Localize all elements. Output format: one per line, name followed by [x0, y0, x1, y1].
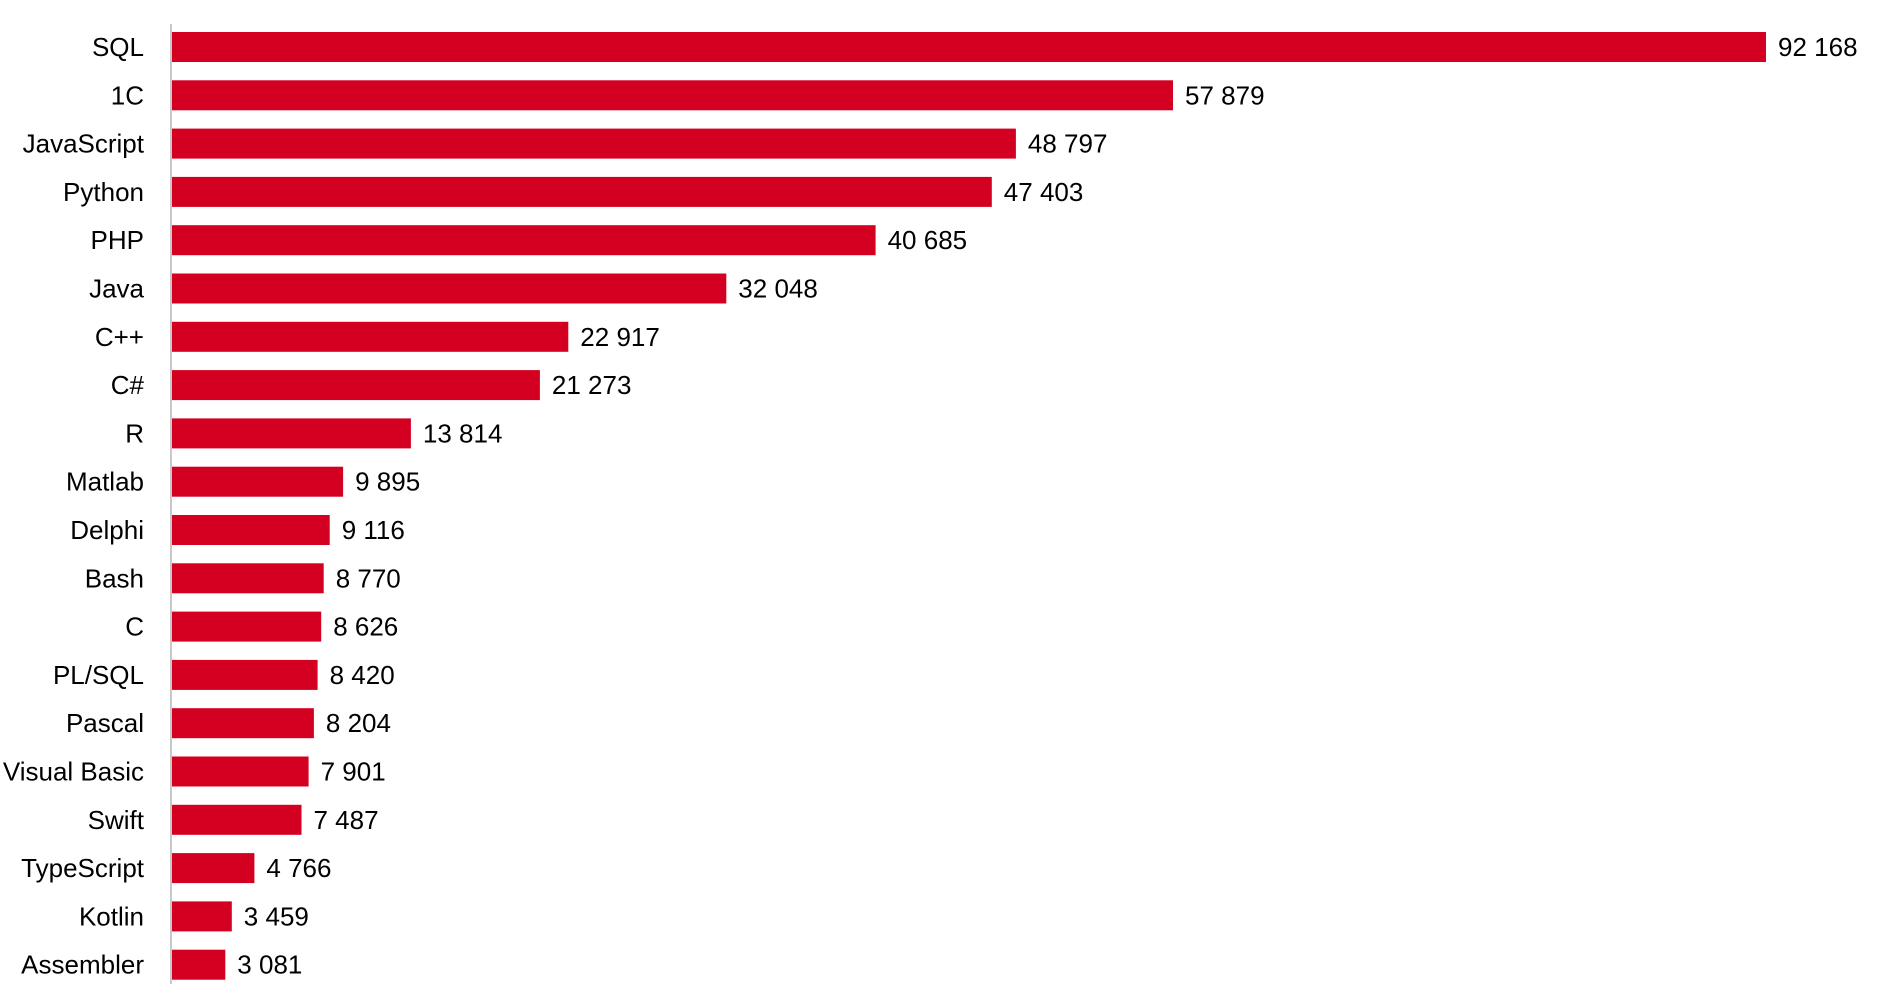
category-label-bash: Bash	[85, 563, 144, 593]
value-label-java: 32 048	[738, 274, 818, 304]
category-label-r: R	[125, 418, 144, 448]
value-label-typescript: 4 766	[266, 853, 331, 883]
category-label-pascal: Pascal	[66, 708, 144, 738]
category-label-delphi: Delphi	[70, 515, 144, 545]
value-label-swift: 7 487	[314, 805, 379, 835]
bar-assembler	[172, 949, 226, 980]
value-label-c: 8 626	[333, 612, 398, 642]
bar-c	[172, 611, 322, 642]
bar-c	[172, 321, 569, 352]
bar-javascript	[172, 128, 1016, 159]
bar-visual-basic	[172, 756, 309, 787]
value-label-c: 22 917	[580, 322, 660, 352]
value-label-1c: 57 879	[1185, 80, 1265, 110]
bar-swift	[172, 804, 302, 835]
category-label-kotlin: Kotlin	[79, 901, 144, 931]
value-label-bash: 8 770	[336, 563, 401, 593]
category-label-c: C#	[111, 370, 145, 400]
bar-bash	[172, 563, 324, 594]
category-label-java: Java	[89, 274, 144, 304]
category-label-c: C++	[95, 322, 144, 352]
category-label-matlab: Matlab	[66, 467, 144, 497]
bar-r	[172, 418, 411, 449]
category-label-python: Python	[63, 177, 144, 207]
value-label-visual-basic: 7 901	[321, 757, 386, 787]
bar-matlab	[172, 466, 344, 497]
category-label-visual-basic: Visual Basic	[3, 757, 144, 787]
value-label-sql: 92 168	[1778, 32, 1858, 62]
category-label-assembler: Assembler	[21, 950, 144, 980]
bar-sql	[172, 32, 1766, 62]
value-label-php: 40 685	[888, 225, 968, 255]
value-label-python: 47 403	[1004, 177, 1084, 207]
category-label-c: C	[125, 612, 144, 642]
value-label-r: 13 814	[423, 418, 503, 448]
category-label-pl-sql: PL/SQL	[53, 660, 144, 690]
value-label-kotlin: 3 459	[244, 901, 309, 931]
category-label-typescript: TypeScript	[21, 853, 145, 883]
value-label-pl-sql: 8 420	[330, 660, 395, 690]
value-labels-group: 92 168 57 879 48 797 47 403 40 685 32 048 22 9…	[237, 32, 1857, 980]
bars-group	[172, 32, 1766, 980]
bar-kotlin	[172, 901, 232, 932]
value-label-delphi: 9 116	[342, 515, 405, 545]
bar-pascal	[172, 708, 314, 739]
value-label-javascript: 48 797	[1028, 129, 1108, 159]
value-label-pascal: 8 204	[326, 708, 391, 738]
bar-typescript	[172, 853, 255, 884]
value-label-c: 21 273	[552, 370, 632, 400]
value-label-matlab: 9 895	[355, 467, 420, 497]
category-label-sql: SQL	[92, 32, 144, 62]
category-label-php: PHP	[91, 225, 144, 255]
category-label-javascript: JavaScript	[23, 129, 145, 159]
category-labels-group: SQL 1C JavaScript Python PHP Java C++ C# R Matlab…	[3, 32, 145, 980]
value-label-assembler: 3 081	[237, 950, 302, 980]
bar-php	[172, 225, 876, 256]
bar-1c	[172, 80, 1173, 111]
bar-pl-sql	[172, 659, 318, 690]
bar-c	[172, 370, 540, 401]
bar-delphi	[172, 515, 330, 545]
category-label-swift: Swift	[88, 805, 145, 835]
bar-python	[172, 176, 992, 207]
bar-java	[172, 273, 727, 304]
category-label-1c: 1C	[111, 80, 144, 110]
